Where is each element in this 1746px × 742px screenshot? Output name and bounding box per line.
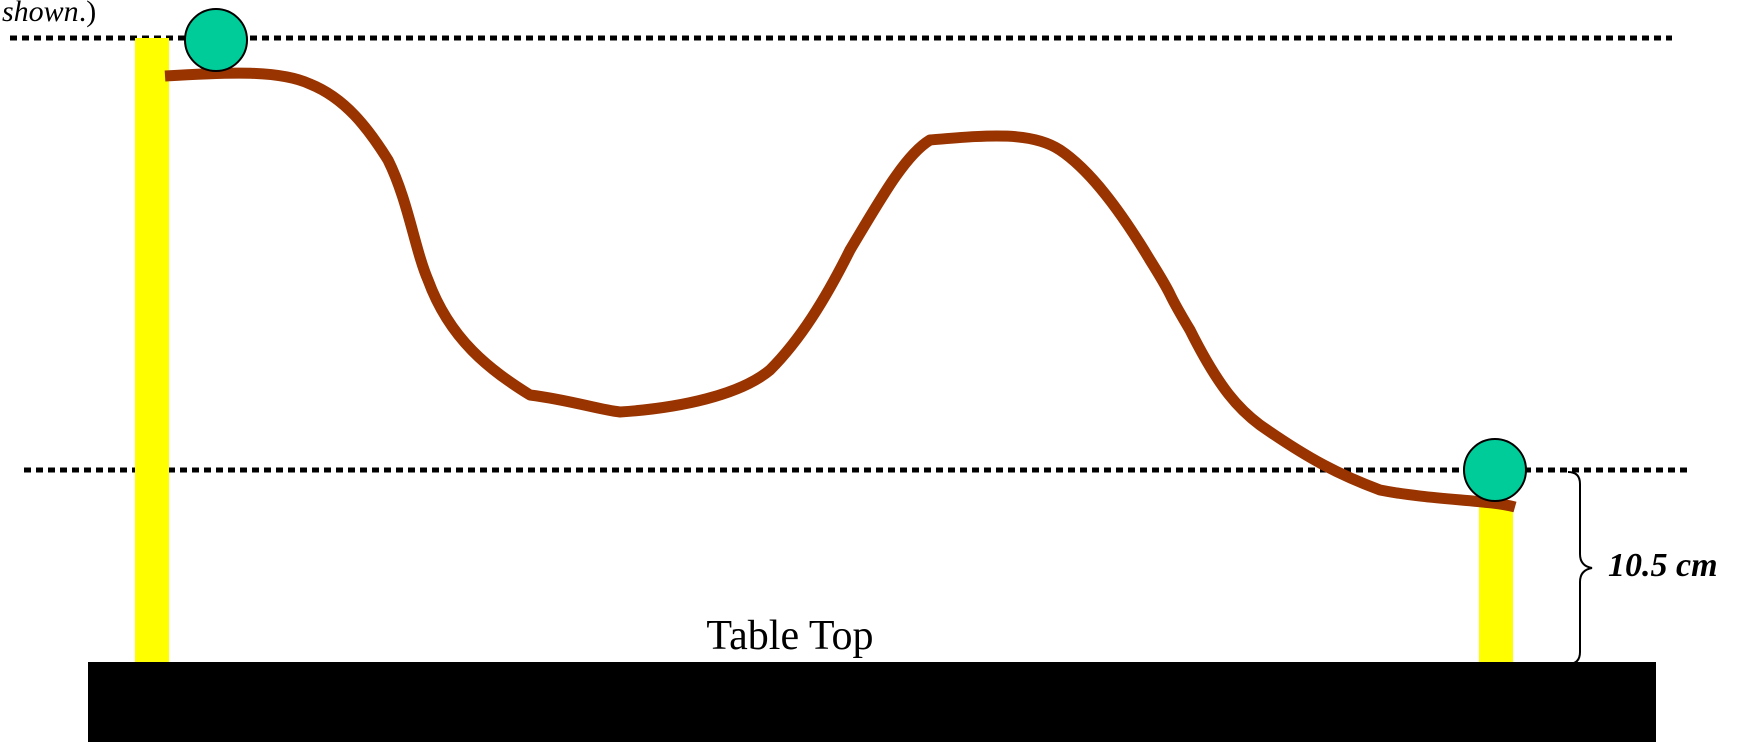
caption-rest-text: .) [78, 0, 97, 28]
ball-bottom [1463, 438, 1527, 502]
ball-top [184, 8, 248, 72]
table-top-label: Table Top [706, 613, 874, 659]
height-label: 10.5 cm [1608, 547, 1718, 584]
caption-italic-text: shown [2, 0, 79, 28]
table-top-block [88, 662, 1656, 742]
height-brace [1567, 471, 1593, 665]
caption-fragment: shown.) [2, 0, 96, 30]
roller-track [164, 67, 1517, 513]
left-support-post [135, 38, 169, 666]
right-support-post [1479, 505, 1513, 666]
